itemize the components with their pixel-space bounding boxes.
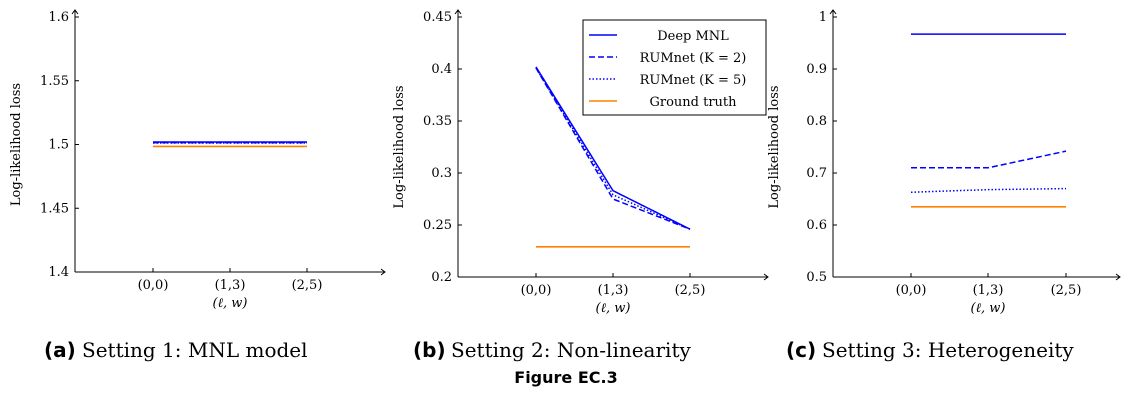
x-tick-label-b: (1,3) — [598, 283, 629, 298]
x-axis-arrow-a — [380, 268, 386, 276]
panel-b: 0.2 0.25 0.3 0.35 0.4 0.45 (0,0) (1,3) (2,5) (ℓ, … — [392, 9, 769, 316]
figure-caption: Figure EC.3 — [514, 368, 617, 387]
legend-label-rumnet-k5: RUMnet (K = 5) — [640, 73, 747, 88]
y-tick-label-b: 0.25 — [423, 218, 452, 233]
y-tick-label-b: 0.45 — [423, 10, 452, 25]
y-tick-label-b: 0.4 — [431, 62, 452, 77]
y-axis-label-b: Log-likelihood loss — [392, 85, 407, 208]
x-tick-label-a: (2,5) — [292, 278, 323, 293]
y-tick-label-a: 1.45 — [40, 201, 69, 216]
caption-b-text: Setting 2: Non-linearity — [451, 338, 691, 362]
x-tick-label-a: (1,3) — [215, 278, 246, 293]
x-tick-label-c: (2,5) — [1051, 283, 1082, 298]
x-axis-arrow-c — [1115, 273, 1121, 281]
y-tick-label-b: 0.35 — [423, 114, 452, 129]
y-tick-label-a: 1.6 — [48, 10, 69, 25]
legend-label-deep-mnl: Deep MNL — [657, 29, 729, 44]
legend-box — [582, 19, 767, 116]
x-tick-label-a: (0,0) — [138, 278, 169, 293]
y-tick-label-c: 1 — [819, 10, 827, 25]
y-axis-arrow-a — [71, 9, 79, 15]
y-tick-label-c: 0.9 — [806, 62, 827, 77]
x-tick-label-c: (0,0) — [896, 283, 927, 298]
series-line-rumnet-k5-c — [910, 187, 1067, 193]
y-tick-label-c: 0.8 — [806, 114, 827, 129]
y-tick-label-a: 1.55 — [40, 74, 69, 89]
x-axis-arrow-b — [763, 273, 769, 281]
legend-label-rumnet-k2: RUMnet (K = 2) — [640, 51, 747, 66]
caption-a-label: (a) — [44, 338, 76, 362]
legend-label-ground-truth: Ground truth — [649, 95, 737, 110]
x-axis-label-c: (ℓ, w) — [971, 301, 1006, 316]
caption-c-label: (c) — [786, 338, 816, 362]
x-axis-label-a: (ℓ, w) — [213, 296, 248, 311]
x-tick-label-c: (1,3) — [973, 283, 1004, 298]
y-tick-label-c: 0.6 — [806, 218, 827, 233]
series-line-rumnet-k5-b — [535, 67, 691, 230]
panel-c: 0.5 0.6 0.7 0.8 0.9 1 (0,0) (1,3) (2,5) (ℓ, w) Log… — [767, 9, 1121, 316]
caption-c-text: Setting 3: Heterogeneity — [822, 338, 1074, 362]
series-line-rumnet-k2-c — [911, 150, 1067, 169]
y-tick-label-c: 0.5 — [806, 270, 827, 285]
x-tick-label-b: (2,5) — [675, 283, 706, 298]
panel-a: 1.4 1.45 1.5 1.55 1.6 (0,0) (1,3) (2,5) (ℓ, w) Lo… — [9, 9, 386, 311]
y-axis-label-a: Log-likelihood loss — [9, 83, 24, 206]
x-tick-label-b: (0,0) — [521, 283, 552, 298]
x-axis-label-b: (ℓ, w) — [596, 301, 631, 316]
y-axis-arrow-c — [829, 9, 837, 15]
y-axis-label-c: Log-likelihood loss — [767, 85, 782, 208]
caption-b-label: (b) — [413, 338, 446, 362]
series-line-deep-mnl-b — [535, 66, 691, 230]
y-tick-label-b: 0.3 — [431, 166, 452, 181]
series-line-rumnet-k2-b — [535, 67, 691, 230]
y-tick-label-a: 1.4 — [48, 265, 69, 280]
y-tick-label-a: 1.5 — [48, 138, 69, 153]
caption-a-text: Setting 1: MNL model — [82, 338, 308, 362]
y-tick-label-c: 0.7 — [806, 166, 827, 181]
y-axis-arrow-b — [454, 9, 462, 15]
y-tick-label-b: 0.2 — [431, 270, 452, 285]
